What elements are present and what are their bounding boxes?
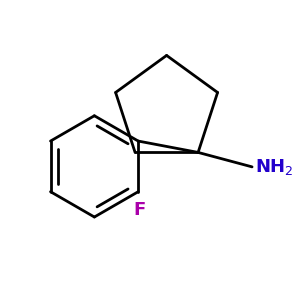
Text: F: F xyxy=(134,201,146,219)
Text: NH$_2$: NH$_2$ xyxy=(255,157,294,177)
